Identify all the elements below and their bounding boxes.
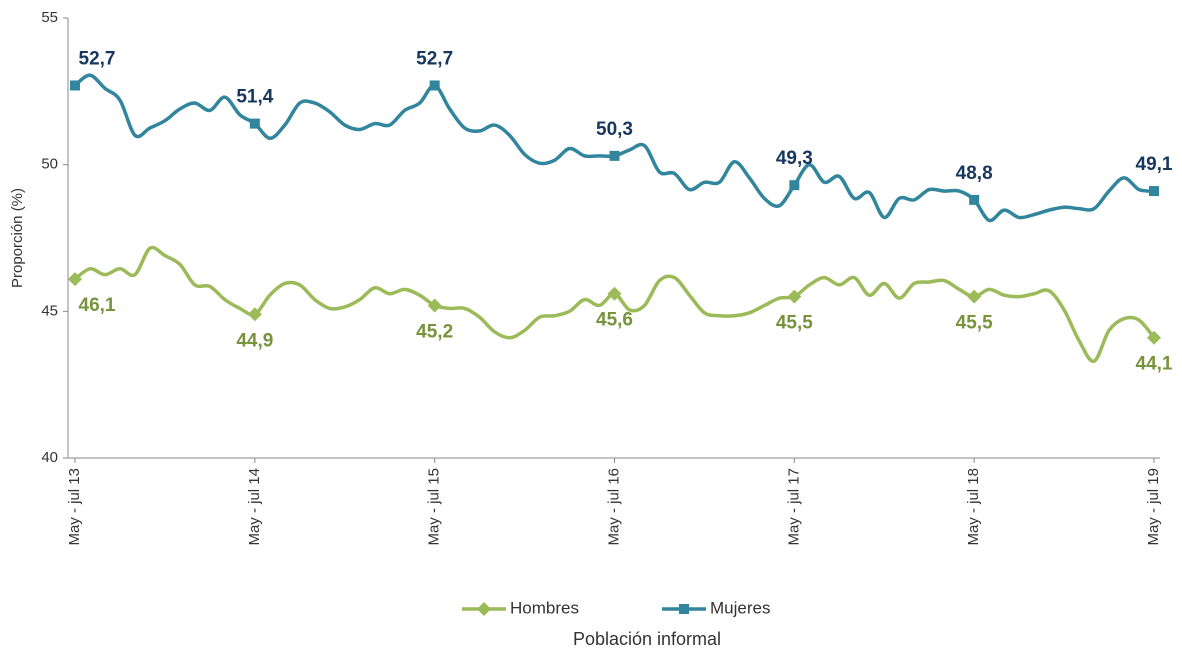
data-label: 45,2 bbox=[416, 321, 453, 342]
marker bbox=[477, 602, 491, 616]
marker bbox=[247, 307, 262, 322]
x-tick-label: May - jul 13 bbox=[66, 468, 83, 546]
y-tick-label: 45 bbox=[41, 302, 58, 319]
marker bbox=[607, 286, 622, 301]
x-tick-label: May - jul 18 bbox=[965, 468, 982, 546]
x-tick-label: May - jul 17 bbox=[785, 468, 802, 546]
marker bbox=[967, 289, 982, 304]
marker bbox=[789, 180, 800, 191]
x-tick-label: May - jul 15 bbox=[426, 468, 443, 546]
data-label: 52,7 bbox=[416, 48, 453, 69]
marker bbox=[969, 194, 980, 205]
y-tick-label: 50 bbox=[41, 156, 58, 173]
data-label: 49,1 bbox=[1136, 154, 1173, 175]
data-label: 51,4 bbox=[236, 87, 273, 108]
x-axis-title: Población informal bbox=[573, 629, 721, 649]
x-tick-label: May - jul 14 bbox=[246, 468, 263, 546]
marker bbox=[68, 272, 82, 287]
data-label: 46,1 bbox=[79, 295, 116, 316]
x-tick-label: May - jul 16 bbox=[605, 468, 622, 546]
y-axis-title: Proporción (%) bbox=[9, 188, 26, 288]
data-label: 44,9 bbox=[236, 330, 273, 351]
marker bbox=[249, 118, 260, 129]
marker bbox=[427, 298, 442, 313]
data-label: 50,3 bbox=[596, 119, 633, 140]
data-label: 49,3 bbox=[776, 148, 813, 169]
data-label: 48,8 bbox=[956, 163, 993, 184]
data-label: 45,5 bbox=[956, 313, 993, 334]
marker bbox=[429, 80, 440, 91]
data-label: 45,6 bbox=[596, 310, 633, 331]
marker bbox=[1149, 186, 1159, 197]
marker bbox=[609, 150, 620, 161]
data-label: 45,5 bbox=[776, 313, 813, 334]
marker bbox=[787, 289, 802, 304]
legend-label: Mujeres bbox=[710, 598, 770, 617]
marker bbox=[1147, 330, 1161, 345]
data-label: 52,7 bbox=[79, 48, 116, 69]
legend-label: Hombres bbox=[510, 598, 579, 617]
y-tick-label: 40 bbox=[41, 449, 58, 466]
data-label: 44,1 bbox=[1136, 354, 1173, 375]
marker bbox=[679, 604, 689, 614]
marker bbox=[70, 80, 80, 91]
y-tick-label: 55 bbox=[41, 9, 58, 26]
x-tick-label: May - jul 19 bbox=[1145, 468, 1162, 546]
